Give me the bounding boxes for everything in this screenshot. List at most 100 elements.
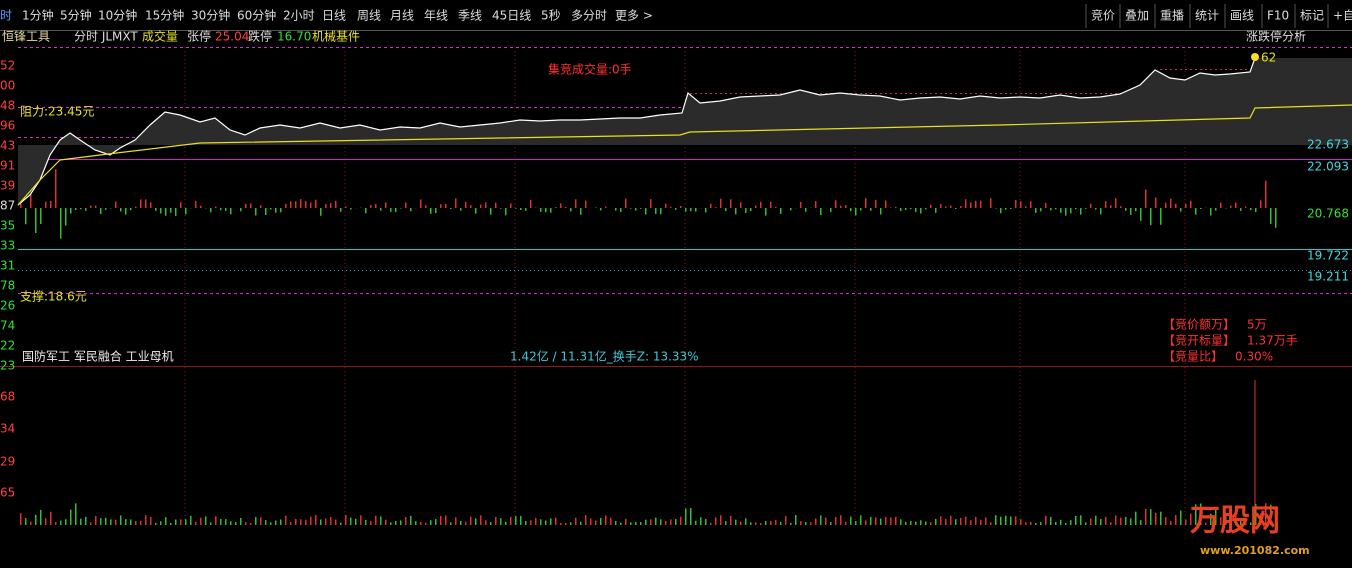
volume-bar xyxy=(55,521,57,525)
limit-up: 25.04 xyxy=(215,30,249,44)
momentum-bar xyxy=(275,208,277,213)
volume-bar xyxy=(1020,519,1022,525)
momentum-bar xyxy=(490,208,492,215)
momentum-bar xyxy=(425,205,427,208)
analysis[interactable]: 涨跌停分析 xyxy=(1246,29,1306,44)
momentum-bar xyxy=(240,208,242,212)
toolbar-button[interactable]: F10 xyxy=(1267,9,1289,23)
momentum-bar xyxy=(445,203,447,208)
toolbar-tab[interactable]: 2小时 xyxy=(283,9,315,23)
toolbar-tab[interactable]: 45日线 xyxy=(492,9,531,23)
volume-bar xyxy=(420,521,422,525)
toolbar-tab[interactable]: 周线 xyxy=(357,9,381,23)
momentum-bar xyxy=(50,200,52,208)
volume-bar xyxy=(545,520,547,525)
toolbar-button[interactable]: 统计 xyxy=(1195,9,1219,23)
volume-bar xyxy=(390,522,392,525)
toolbar-button[interactable]: 重播 xyxy=(1160,9,1184,23)
momentum-bar xyxy=(1250,208,1252,211)
momentum-bar xyxy=(290,201,292,208)
volume-bar xyxy=(370,521,372,525)
volume-bar xyxy=(635,521,637,525)
volume-bar xyxy=(375,515,377,525)
volume-bar xyxy=(85,516,87,525)
toolbar-tab[interactable]: 多分时 xyxy=(571,9,607,23)
volume-bar xyxy=(1030,521,1032,525)
momentum-bar xyxy=(480,204,482,208)
toolbar-button[interactable]: 画线 xyxy=(1230,9,1254,23)
volume-bar xyxy=(705,519,707,525)
volume-bar xyxy=(1260,513,1262,525)
toolbar-tab[interactable]: 60分钟 xyxy=(237,8,276,23)
toolbar-tab[interactable]: 年线 xyxy=(424,9,448,23)
volume-bar xyxy=(575,517,577,525)
momentum-bar xyxy=(710,203,712,208)
auction-volume: 集竞成交量:0手 xyxy=(548,62,632,77)
momentum-bar xyxy=(1160,208,1162,225)
momentum-bar xyxy=(385,202,387,208)
volume-bar xyxy=(1125,516,1127,525)
toolbar-tab[interactable]: 5秒 xyxy=(541,9,561,23)
momentum-bar xyxy=(1100,208,1102,215)
toolbar-tab[interactable]: 日线 xyxy=(322,9,346,23)
momentum-bar xyxy=(1030,201,1032,208)
volume-bar xyxy=(775,519,777,525)
toolbar-tab[interactable]: 5分钟 xyxy=(60,8,92,23)
volume-bar xyxy=(900,519,902,525)
momentum-bar xyxy=(160,208,162,214)
volume-bar xyxy=(1005,515,1007,525)
toolbar-button[interactable]: 标记 xyxy=(1300,9,1324,23)
volume-bar xyxy=(990,522,992,525)
momentum-bar xyxy=(725,208,727,212)
toolbar-tab[interactable]: 1分钟 xyxy=(22,8,54,23)
volume-bar xyxy=(640,522,642,525)
momentum-bar xyxy=(1145,189,1147,208)
level-label: 20.768 xyxy=(1307,207,1349,221)
momentum-bar xyxy=(220,208,222,211)
momentum-bar xyxy=(1185,203,1187,208)
toolbar-tab[interactable]: 10分钟 xyxy=(98,8,137,23)
volume-bar xyxy=(920,520,922,525)
momentum-bar xyxy=(500,208,502,209)
volume-bar xyxy=(1130,518,1132,525)
volume-bar xyxy=(280,519,282,525)
toolbar-button[interactable]: 竞价 xyxy=(1091,9,1115,23)
momentum-bar xyxy=(945,206,947,208)
momentum-bar xyxy=(40,208,42,224)
momentum-bar xyxy=(915,208,917,212)
auction-value: 1.37万手 xyxy=(1247,334,1298,348)
momentum-bar xyxy=(1115,198,1117,208)
toolbar-tab[interactable]: 月线 xyxy=(390,9,414,23)
momentum-bar xyxy=(1085,208,1087,209)
volume-bar xyxy=(755,522,757,525)
momentum-bar xyxy=(565,207,567,208)
momentum-bar xyxy=(1110,205,1112,208)
volume-bar xyxy=(190,515,192,525)
momentum-bar xyxy=(30,184,32,208)
axis-label: 78 xyxy=(0,279,15,293)
momentum-bar xyxy=(1265,180,1267,208)
toolbar-button[interactable]: +自 xyxy=(1333,9,1352,23)
volume-bar xyxy=(470,516,472,525)
momentum-bar xyxy=(575,199,577,208)
toolbar-tab[interactable]: 更多 > xyxy=(615,9,653,23)
toolbar-tab[interactable]: 15分钟 xyxy=(145,8,184,23)
momentum-bar xyxy=(975,200,977,208)
momentum-bar xyxy=(905,208,907,211)
volume-bar xyxy=(890,517,892,525)
toolbar-tab[interactable]: 季线 xyxy=(458,9,482,23)
momentum-bar xyxy=(670,206,672,208)
volume-bar xyxy=(915,521,917,525)
volume-bar xyxy=(585,515,587,525)
momentum-bar xyxy=(715,207,717,208)
toolbar-tab[interactable]: 30分钟 xyxy=(191,8,230,23)
volume-bar xyxy=(320,519,322,525)
momentum-bar xyxy=(1050,208,1052,211)
toolbar-tab[interactable]: 时 xyxy=(0,9,12,23)
volume-bar xyxy=(770,521,772,525)
momentum-bar xyxy=(615,208,617,211)
volume-bar xyxy=(725,521,727,525)
momentum-bar xyxy=(860,208,862,211)
toolbar-button[interactable]: 叠加 xyxy=(1125,9,1149,23)
momentum-bar xyxy=(165,208,167,216)
